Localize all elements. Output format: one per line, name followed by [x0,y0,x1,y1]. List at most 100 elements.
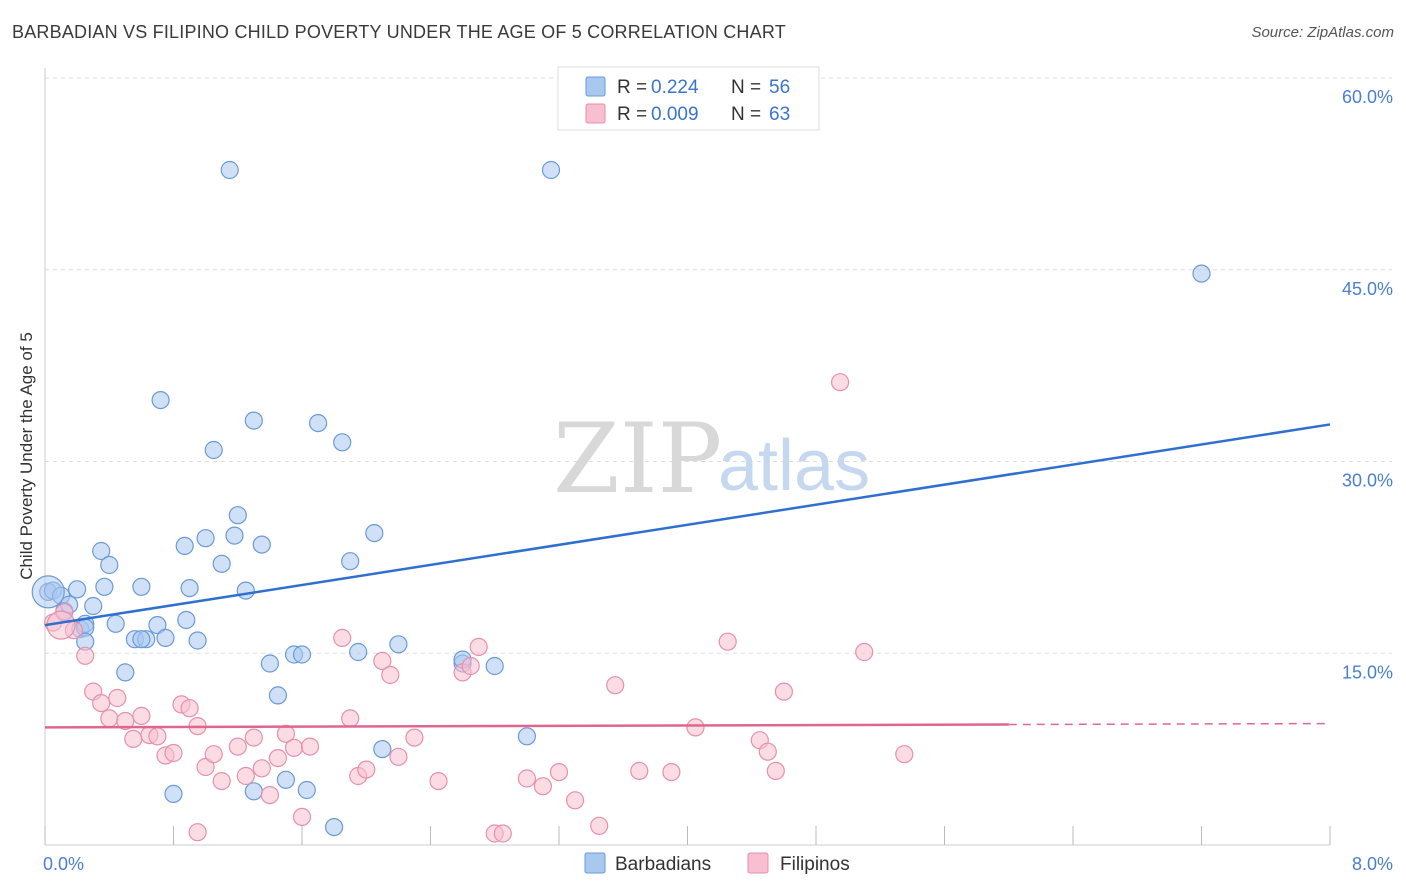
data-point-filipinos [132,706,151,726]
data-point-filipinos [381,665,400,685]
data-point-filipinos [373,651,392,671]
data-point-barbadians [212,554,231,573]
data-point-filipinos [630,761,649,781]
data-point-barbadians [349,642,368,662]
data-point-filipinos [686,718,705,737]
data-point-filipinos [774,682,794,701]
data-point-filipinos [405,728,424,747]
x-tick-labels: 0.0% 8.0% [43,854,1393,874]
data-point-filipinos [188,823,207,842]
y-axis-title: Child Poverty Under the Age of 5 [17,332,36,580]
data-point-filipinos [590,816,609,835]
data-point-filipinos [180,699,199,718]
data-point-barbadians [196,529,215,548]
data-points [31,160,1211,843]
y-tick-label: 30.0% [1342,471,1393,491]
bottom-legend-swatch-barbadians [584,852,606,874]
axes [44,68,1331,846]
data-point-filipinos [493,824,512,843]
legend-n-label: N = [731,77,761,98]
trend-line-filipinos-extension [1008,722,1331,726]
data-point-filipinos [124,729,143,749]
data-point-filipinos [830,373,850,392]
data-point-barbadians [177,610,196,630]
bottom-legend: Barbadians Filipinos [584,852,850,875]
legend-n-value: 63 [769,104,790,125]
data-point-filipinos [276,724,295,743]
data-point-barbadians [225,526,244,545]
data-point-filipinos [662,762,681,782]
data-point-barbadians [180,578,199,598]
bottom-legend-label-barbadians: Barbadians [615,854,711,875]
y-tick-label: 45.0% [1342,279,1393,299]
data-point-barbadians [252,535,271,554]
data-point-barbadians [297,780,316,800]
legend-r-value: 0.224 [651,77,699,98]
data-point-barbadians [244,411,263,430]
data-point-filipinos [517,769,537,788]
trend-line-filipinos [44,723,1009,729]
data-point-barbadians [220,160,239,180]
data-point-filipinos [284,738,304,757]
x-tick-label-max: 8.0% [1352,854,1393,874]
data-point-filipinos [766,761,785,781]
data-point-filipinos [565,791,585,810]
data-point-barbadians [67,580,87,599]
legend-r-value: 0.009 [651,104,699,125]
data-point-filipinos [333,628,352,648]
data-point-barbadians [100,555,119,575]
legend-swatch-barbadians [585,76,606,97]
data-point-barbadians [228,506,247,525]
data-point-filipinos [76,646,95,665]
watermark-atlas: atlas [718,426,870,506]
legend-n-value: 56 [769,77,790,98]
data-point-filipinos [429,771,448,791]
data-point-filipinos [204,745,223,764]
data-point-barbadians [365,523,384,543]
y-tick-label: 60.0% [1342,87,1393,107]
data-point-filipinos [260,785,279,805]
data-point-filipinos [108,688,127,708]
data-point-barbadians [151,391,170,410]
data-point-filipinos [549,762,569,782]
legend-r-label: R = [617,77,647,98]
data-point-barbadians [309,414,328,433]
data-point-barbadians [204,440,223,460]
data-point-barbadians [156,628,175,648]
data-point-filipinos [357,760,376,779]
data-point-barbadians [92,541,111,561]
gridlines [45,77,1392,654]
data-point-barbadians [1192,264,1211,283]
data-point-barbadians [188,631,207,650]
y-tick-labels: 15.0% 30.0% 45.0% 60.0% [1342,87,1393,682]
data-point-filipinos [606,676,625,695]
data-point-barbadians [541,160,561,180]
data-point-barbadians [132,577,151,596]
data-point-barbadians [485,656,504,676]
legend-r-label: R = [617,104,647,125]
data-point-barbadians [132,630,151,649]
legend-n-label: N = [731,104,761,125]
data-point-filipinos [164,743,183,763]
data-point-filipinos [92,693,111,713]
data-point-filipinos [469,637,488,657]
data-point-barbadians [175,536,194,556]
data-point-filipinos [252,759,271,778]
data-point-barbadians [164,784,183,804]
data-point-filipinos [148,727,167,746]
data-point-filipinos [196,757,215,777]
data-point-barbadians [517,727,537,746]
x-tick-label-min: 0.0% [43,854,84,874]
data-point-barbadians [260,654,279,673]
data-point-filipinos [292,807,312,827]
data-point-filipinos [533,777,553,796]
data-point-barbadians [116,663,135,682]
data-point-filipinos [718,632,737,651]
data-point-barbadians [389,635,408,654]
data-point-filipinos [341,709,360,728]
data-point-barbadians-cluster [31,575,65,609]
data-point-barbadians [341,552,360,571]
data-point-barbadians [268,686,287,705]
data-point-filipinos [236,766,255,786]
